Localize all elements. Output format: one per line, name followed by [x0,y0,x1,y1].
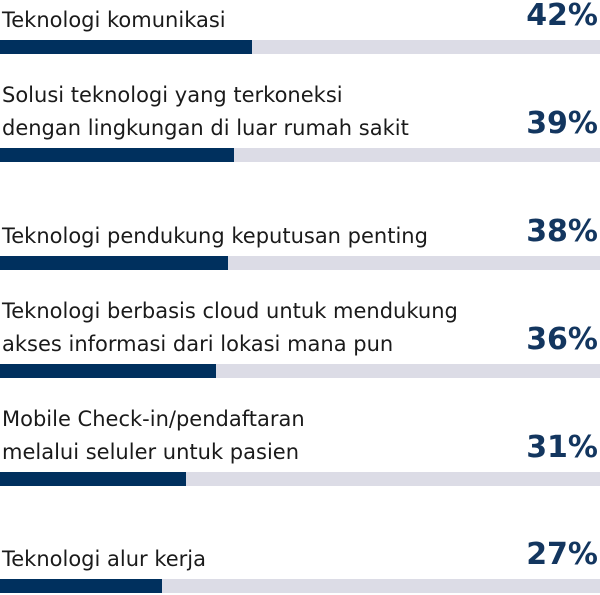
bar-row: Mobile Check-in/pendaftaran melalui selu… [0,372,600,486]
category-label: Teknologi komunikasi [2,8,226,32]
category-label: Teknologi pendukung keputusan penting [2,224,428,248]
bar-track [0,148,600,162]
bar-fill [0,579,162,593]
value-label: 42% [526,0,598,33]
bar-row: Teknologi berbasis cloud untuk mendukung… [0,264,600,378]
bar-track [0,364,600,378]
bar-row: Teknologi komunikasi 42% [0,0,600,54]
category-label: Teknologi berbasis cloud untuk mendukung… [2,299,458,356]
bar-track [0,40,600,54]
bar-fill [0,364,216,378]
value-label: 36% [526,322,598,357]
bar-track [0,256,600,270]
bar-fill [0,40,252,54]
bar-row: Teknologi alur kerja 27% [0,479,600,593]
value-label: 39% [526,106,598,141]
bar-fill [0,148,234,162]
category-label: Teknologi alur kerja [2,547,207,571]
category-label: Mobile Check-in/pendaftaran melalui selu… [2,407,305,464]
bar-fill [0,472,186,486]
bar-row: Teknologi pendukung keputusan penting 38… [0,156,600,270]
bar-row: Solusi teknologi yang terkoneksi dengan … [0,48,600,162]
bar-track [0,472,600,486]
value-label: 38% [526,214,598,249]
bar-track [0,579,600,593]
category-label: Solusi teknologi yang terkoneksi dengan … [2,83,409,140]
value-label: 31% [526,430,598,465]
bar-fill [0,256,228,270]
value-label: 27% [526,537,598,572]
